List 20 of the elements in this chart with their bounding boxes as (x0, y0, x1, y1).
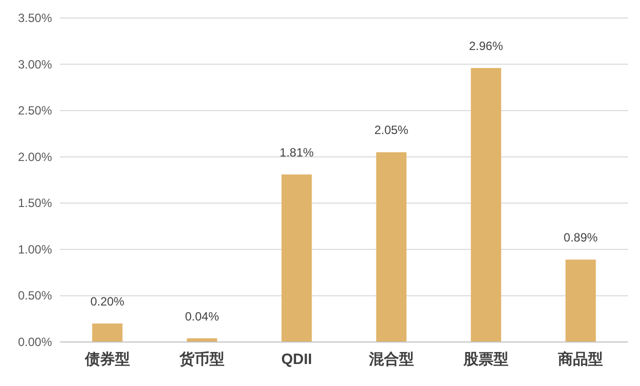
data-label: 2.96% (468, 38, 504, 53)
data-label: 1.81% (280, 145, 314, 160)
x-tick-label: 商品型 (557, 350, 604, 368)
y-tick-label: 3.00% (18, 57, 52, 72)
y-tick-label: 0.00% (18, 335, 52, 349)
y-tick-label: 0.50% (18, 288, 52, 303)
data-label: 0.20% (90, 294, 125, 308)
y-tick-label: 2.00% (18, 150, 52, 164)
x-tick-label: 货币型 (178, 351, 224, 368)
data-label: 0.89% (564, 230, 598, 245)
y-tick-label: 1.00% (18, 242, 52, 256)
data-label: 0.04% (184, 309, 220, 324)
y-tick-label: 1.50% (18, 196, 52, 210)
data-label: 2.05% (374, 123, 409, 138)
x-tick-label: 混合型 (368, 351, 414, 368)
y-tick-label: 3.50% (18, 11, 52, 25)
x-tick-label: 股票型 (462, 351, 508, 368)
x-tick-label: 债券型 (84, 351, 130, 368)
y-tick-label: 2.50% (18, 104, 52, 118)
x-tick-label: QDII (281, 351, 312, 368)
